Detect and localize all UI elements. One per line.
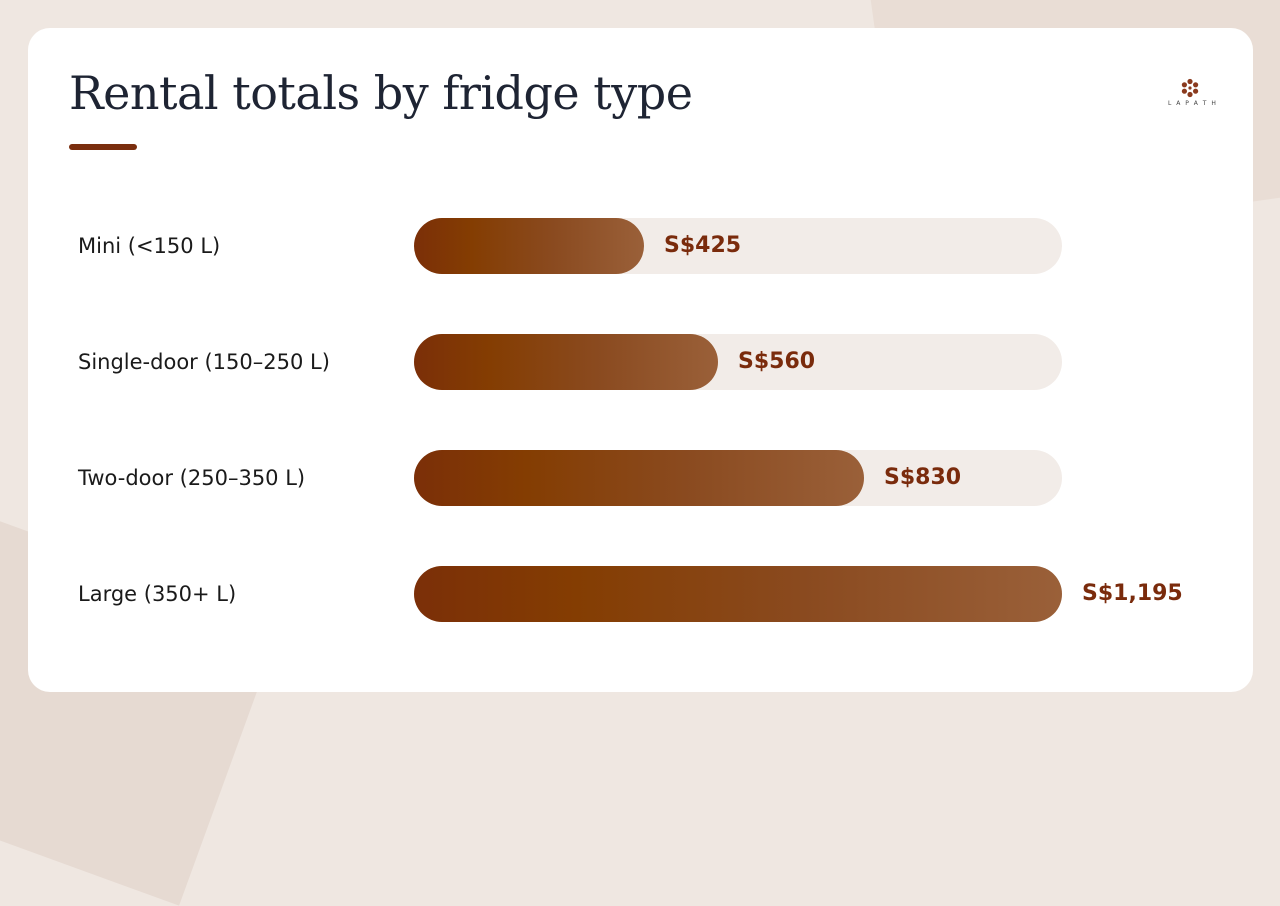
bar-chart: Mini (<150 L) S$425 Single-door (150–250 L… — [78, 218, 1183, 622]
category-label-mini-150-l: Mini (<150 L) — [78, 234, 221, 258]
category-label-two-door-250-350-l: Two-door (250–350 L) — [78, 466, 306, 490]
value-label-large-350-l: S$1,195 — [1082, 581, 1183, 606]
category-label-large-350-l: Large (350+ L) — [78, 582, 237, 606]
flower-logo-icon — [1181, 78, 1199, 98]
title-underline — [69, 144, 137, 150]
value-label-mini-150-l: S$425 — [664, 233, 742, 258]
brand-logo: L A P A T H — [1168, 78, 1218, 116]
bar-single-door-150-250-l — [414, 334, 718, 390]
bar-two-door-250-350-l — [414, 450, 864, 506]
bar-large-350-l — [414, 566, 1062, 622]
chart-title: Rental totals by fridge type — [69, 66, 693, 120]
logo-text: L A P A T H — [1168, 100, 1218, 107]
value-label-single-door-150-250-l: S$560 — [738, 349, 816, 374]
category-label-single-door-150-250-l: Single-door (150–250 L) — [78, 350, 330, 374]
value-label-two-door-250-350-l: S$830 — [884, 465, 962, 490]
bar-mini-150-l — [414, 218, 644, 274]
